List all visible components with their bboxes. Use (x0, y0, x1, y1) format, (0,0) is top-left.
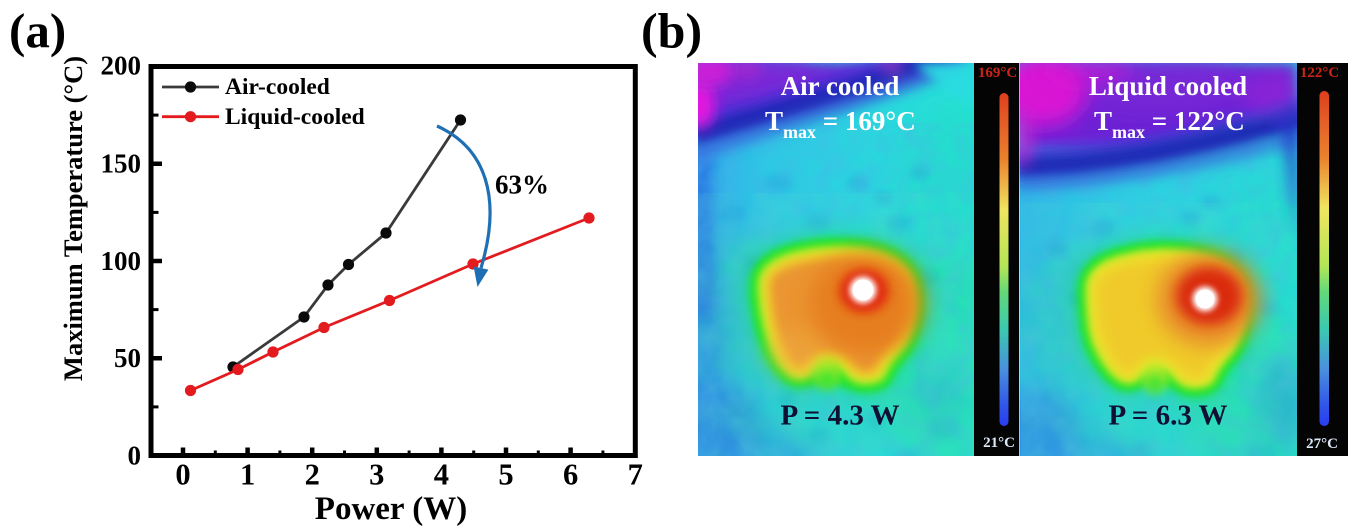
svg-text:Air-cooled: Air-cooled (225, 74, 330, 100)
svg-text:Liquid cooled: Liquid cooled (1089, 71, 1247, 101)
svg-text:50: 50 (114, 343, 141, 373)
svg-text:Tmax = 169°C: Tmax = 169°C (765, 106, 916, 142)
svg-text:Liquid-cooled: Liquid-cooled (225, 104, 365, 130)
svg-text:Air cooled: Air cooled (781, 71, 900, 101)
svg-text:2: 2 (305, 458, 320, 492)
svg-text:Power (W): Power (W) (315, 491, 467, 527)
svg-text:P = 4.3 W: P = 4.3 W (780, 400, 899, 432)
svg-text:100: 100 (101, 246, 142, 276)
svg-text:200: 200 (101, 51, 142, 81)
svg-text:7: 7 (628, 458, 643, 492)
svg-text:63%: 63% (495, 170, 549, 200)
svg-text:Maximum Temperature (°C): Maximum Temperature (°C) (58, 56, 88, 381)
svg-text:27°C: 27°C (1306, 436, 1338, 452)
svg-text:3: 3 (369, 458, 384, 492)
svg-text:0: 0 (128, 440, 142, 470)
svg-text:122°C: 122°C (1300, 65, 1339, 81)
svg-text:5: 5 (498, 458, 513, 492)
svg-text:P = 6.3 W: P = 6.3 W (1108, 400, 1227, 432)
svg-text:169°C: 169°C (978, 65, 1017, 81)
svg-text:(a): (a) (9, 3, 66, 58)
svg-text:(b): (b) (641, 3, 702, 59)
svg-text:0: 0 (175, 458, 190, 492)
svg-text:150: 150 (101, 149, 142, 179)
svg-text:1: 1 (240, 458, 255, 492)
svg-text:21°C: 21°C (983, 435, 1015, 451)
svg-text:4: 4 (434, 458, 449, 492)
svg-text:6: 6 (563, 458, 578, 492)
